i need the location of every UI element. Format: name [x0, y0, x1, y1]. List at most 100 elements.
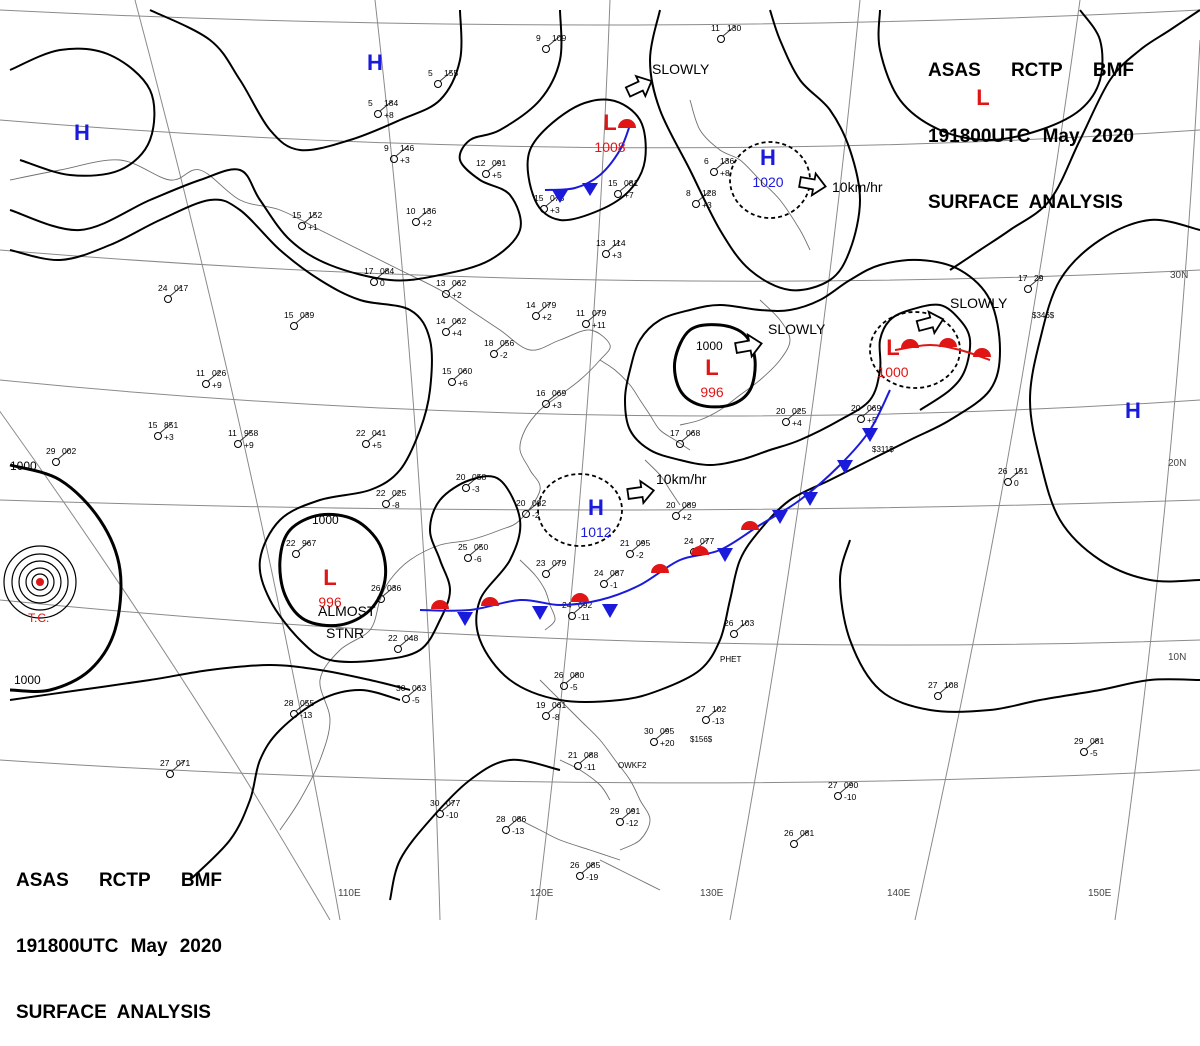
station-plot: 18 056 -2 [484, 338, 514, 360]
station-pressure: 002 [62, 446, 76, 456]
parallel-line [0, 379, 1200, 417]
station-pressure: 085 [586, 860, 600, 870]
isobar [949, 9, 1200, 271]
wind-barb [631, 540, 645, 552]
station-pressure: 095 [660, 726, 674, 736]
header-month: May [1042, 126, 1080, 147]
station-temperature: 26 [554, 670, 564, 680]
station-tendency: +5 [372, 440, 382, 450]
cold-front-symbol [772, 510, 788, 524]
station-circle [298, 222, 306, 230]
cold-front [544, 124, 631, 191]
station-circle [532, 312, 540, 320]
cold-front-symbol [837, 460, 853, 474]
station-temperature: 22 [388, 633, 398, 643]
longitude-label: 120E [530, 888, 554, 899]
station-tendency: -5 [1090, 748, 1098, 758]
wind-barb [722, 25, 736, 37]
station-pressure: 069 [867, 403, 881, 413]
station-tendency: +1 [308, 222, 318, 232]
station-temperature: 28 [496, 814, 506, 824]
cold-front-symbol [552, 190, 568, 203]
station-temperature: 30 [430, 798, 440, 808]
station-plot: 12 091 +5 [476, 158, 506, 180]
coastline [644, 459, 681, 506]
wind-barb [787, 408, 801, 420]
station-plot: 11 958 +9 [228, 428, 258, 450]
high-center-symbol: H [367, 50, 383, 75]
wind-barb [399, 635, 413, 647]
coastline [599, 859, 661, 891]
station-plot: 16 069 +3 [536, 388, 566, 410]
station-pressure: 091 [626, 806, 640, 816]
header-title: SURFACE ANALYSIS [928, 192, 1123, 213]
motion-label: SLOWLY [768, 321, 826, 337]
station-pressure: 041 [372, 428, 386, 438]
station-temperature: 20 [851, 403, 861, 413]
warm-front-symbol [901, 339, 919, 348]
station-pressure: 155 [444, 68, 458, 78]
wind-barb [469, 544, 483, 556]
wind-barb [507, 816, 521, 828]
station-pressure: 063 [412, 683, 426, 693]
isobar [9, 47, 156, 177]
station-plot: 13 062 +2 [436, 278, 466, 300]
meridian-line [535, 0, 611, 920]
station-pressure: 025 [792, 406, 806, 416]
wind-barb [495, 340, 509, 352]
station-pressure: 152 [308, 210, 322, 220]
station-circle [290, 322, 298, 330]
station-temperature: 10 [406, 206, 416, 216]
station-plot: 28 086 -13 [496, 814, 526, 836]
station-plot: 15 081 +7 [608, 178, 638, 200]
station-plot: 13 114 +3 [596, 238, 626, 260]
isobar [648, 9, 862, 292]
header-month: May [130, 936, 168, 957]
isobar [526, 98, 647, 222]
station-circle [482, 170, 490, 178]
station-plot: 14 062 +4 [436, 316, 466, 338]
wind-barb [207, 370, 221, 382]
station-tendency: +5 [492, 170, 502, 180]
station-tendency: -2 [636, 550, 644, 560]
latitude-label: 30N [1170, 270, 1188, 281]
motion-label: 10km/hr [832, 179, 883, 195]
station-temperature: 15 [608, 178, 618, 188]
station-pressure: 080 [570, 670, 584, 680]
wind-barb [537, 302, 551, 314]
cyclone-isobar [25, 567, 55, 597]
station-circle [934, 692, 942, 700]
station-circle [1004, 478, 1012, 486]
station-tendency: +2 [452, 290, 462, 300]
station-plot: 22 048 [388, 633, 418, 653]
parallel-line [0, 119, 1200, 149]
station-plot: 20 025 +4 [776, 406, 806, 428]
station-circle [790, 840, 798, 848]
wind-barb [795, 830, 809, 842]
station-temperature: 29 [46, 446, 56, 456]
station-temperature: 17 [364, 266, 374, 276]
station-temperature: 11 [196, 368, 205, 378]
station-temperature: 16 [536, 388, 546, 398]
station-plot: 15 152 +1 [292, 210, 322, 232]
station-tendency: +9 [212, 380, 222, 390]
header-time: 191800UTC [16, 936, 119, 957]
station-pressure: 109 [552, 33, 566, 43]
station-temperature: 20 [516, 498, 526, 508]
center-pressure-value: 1008 [594, 139, 625, 155]
isobar [149, 9, 463, 152]
station-circle [568, 612, 576, 620]
header-agency: ASAS [928, 60, 981, 81]
isobar [9, 9, 563, 282]
isobar [9, 463, 123, 693]
station-tendency: +8 [384, 110, 394, 120]
station-tendency: -1 [610, 580, 618, 590]
motion-arrow [798, 171, 827, 198]
motion-label: ALMOST [318, 603, 376, 619]
station-tendency: -5 [412, 695, 420, 705]
station-plot: 11 026 +9 [196, 368, 226, 390]
station-temperature: 26 [724, 618, 734, 628]
isobars [3, 9, 1200, 901]
station-tendency: +3 [400, 155, 410, 165]
station-temperature: 24 [594, 568, 604, 578]
